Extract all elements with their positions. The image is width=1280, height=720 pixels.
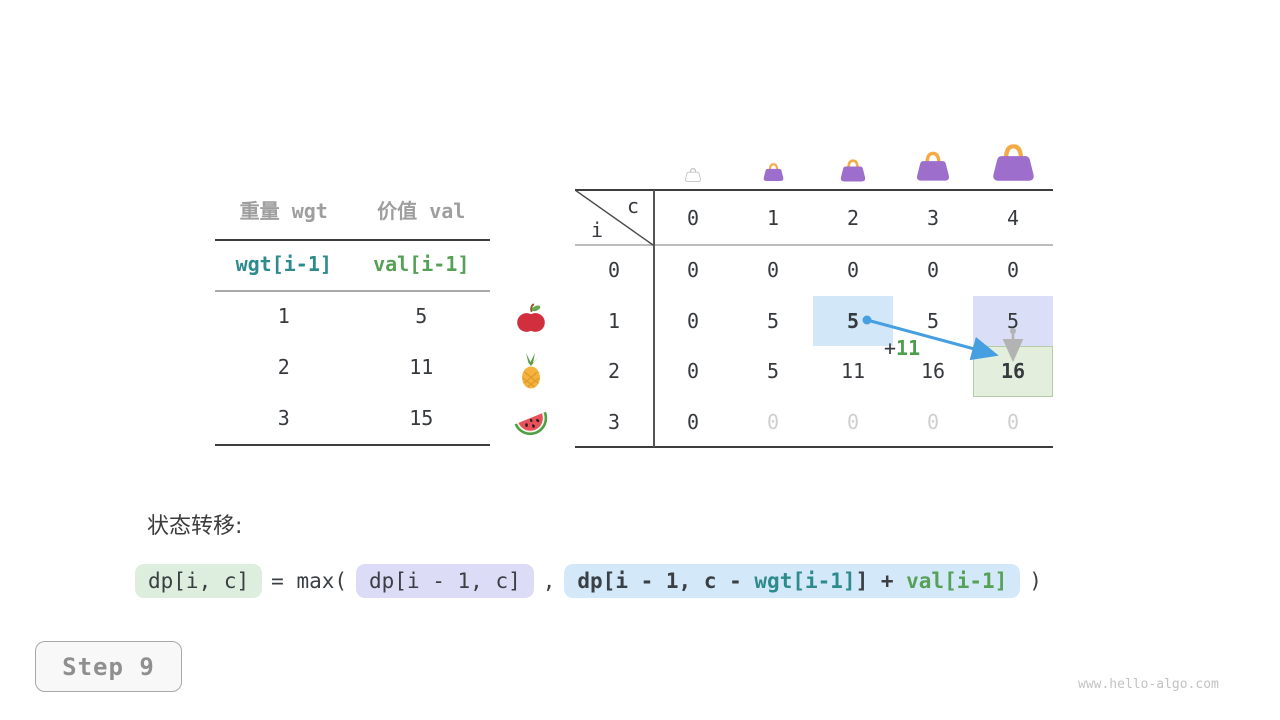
formula-lhs-pill: dp[i, c] (135, 564, 263, 598)
added-value: 11 (896, 336, 921, 360)
watermelon-icon (510, 403, 552, 441)
dp-cell-r0-c2: 0 (846, 258, 860, 283)
formula-eq: = max( (271, 569, 348, 593)
dp-cell-r3-c1: 0 (766, 409, 780, 434)
dp-cell-r3-c4: 0 (1006, 409, 1020, 434)
items-table-rule-top (215, 239, 490, 241)
item-weight-value: 1 (277, 304, 290, 328)
items-table-rule-mid (215, 290, 490, 292)
pineapple-icon (515, 352, 547, 390)
dp-cell-r1-c1: 5 (766, 308, 780, 333)
item-weight-value: 3 (277, 406, 290, 430)
dp-cell-r1-c2: 5 (813, 295, 893, 346)
option2-wgt: wgt[i-1] (754, 569, 856, 593)
dp-row-header-2: 2 (607, 359, 621, 384)
option2-val: val[i-1] (906, 569, 1008, 593)
dp-col-header-0: 0 (686, 205, 700, 230)
items-table-rule-bottom (215, 444, 490, 446)
handbag-icon (916, 150, 950, 182)
items-table: 重量 wgt 价值 val wgt[i-1] val[i-1] 1 5 2 11 3 15 (215, 195, 490, 450)
step-badge-label: Step 9 (62, 652, 155, 681)
option2-prefix: dp[i - 1, c - (577, 569, 755, 593)
dp-col-header-1: 1 (766, 205, 780, 230)
handbag-outline-icon (685, 167, 701, 182)
dp-table: c i 0 1 2 3 4 0 1 2 3 0 0 0 0 0 0 5 5 5 5 0 5 11 16 16 0 0 0 0 0 (575, 189, 1053, 448)
item-value-value: 11 (409, 355, 434, 379)
dp-cell-r0-c1: 0 (766, 258, 780, 283)
step-badge: Step 9 (35, 641, 182, 692)
dp-row-header-0: 0 (607, 258, 621, 283)
handbag-icon (763, 162, 784, 182)
dp-cell-r3-c3: 0 (926, 409, 940, 434)
dp-cell-r0-c0: 0 (686, 258, 700, 283)
item-value-value: 15 (409, 406, 434, 430)
dp-cell-r2-c3: 16 (920, 359, 946, 384)
formula-comma: , (542, 569, 556, 593)
dp-col-header-4: 4 (1006, 205, 1020, 230)
handbag-icon (992, 142, 1035, 182)
dp-cell-r1-c0: 0 (686, 308, 700, 333)
items-table-header-row: 重量 wgt 价值 val (215, 195, 490, 225)
dp-cell-r1-c4: 5 (973, 295, 1053, 346)
item-weight-value: 2 (277, 355, 290, 379)
dp-row-header-3: 3 (607, 409, 621, 434)
handbag-icon (840, 158, 866, 182)
plus-sign: + (884, 336, 897, 360)
dp-table-border-top (575, 189, 1053, 191)
items-table-header-value: 价值 val (377, 199, 466, 223)
option2-mid: ] + (855, 569, 907, 593)
corner-col-var: c (626, 194, 640, 218)
dp-col-header-2: 2 (846, 205, 860, 230)
items-table-row: 2 11 (215, 355, 490, 385)
add-value-annotation: +11 (884, 336, 920, 360)
items-table-row: 3 15 (215, 406, 490, 436)
apple-icon (516, 303, 546, 335)
dp-cell-r2-c2: 11 (840, 359, 866, 384)
dp-table-header-separator (575, 244, 1053, 246)
watermark: www.hello-algo.com (1078, 677, 1219, 692)
dp-cell-r2-c1: 5 (766, 359, 780, 384)
corner-row-var: i (590, 218, 604, 242)
formula-option1-pill: dp[i - 1, c] (356, 564, 534, 598)
transition-formula: dp[i, c] = max( dp[i - 1, c] , dp[i - 1,… (135, 562, 1042, 600)
dp-cell-r2-c0: 0 (686, 359, 700, 384)
item-value-value: 5 (415, 304, 428, 328)
dp-cell-r0-c3: 0 (926, 258, 940, 283)
wgt-index-label: wgt[i-1] (235, 252, 332, 276)
transition-label: 状态转移: (147, 514, 243, 539)
dp-row-header-1: 1 (607, 308, 621, 333)
dp-col-header-3: 3 (926, 205, 940, 230)
dp-cell-r2-c4: 16 (973, 346, 1053, 397)
items-table-index-row: wgt[i-1] val[i-1] (215, 252, 490, 282)
formula-option2-pill: dp[i - 1, c - wgt[i-1]] + val[i-1] (564, 564, 1021, 598)
items-table-header-weight: 重量 wgt (239, 199, 328, 223)
corner-diagonal-line (575, 190, 654, 246)
formula-close-paren: ) (1029, 569, 1042, 593)
dp-cell-r3-c0: 0 (686, 409, 700, 434)
dp-table-vertical-divider (653, 190, 655, 447)
dp-cell-r0-c4: 0 (1006, 258, 1020, 283)
val-index-label: val[i-1] (373, 252, 470, 276)
dp-table-border-bottom (575, 446, 1053, 448)
dp-cell-r3-c2: 0 (846, 409, 860, 434)
